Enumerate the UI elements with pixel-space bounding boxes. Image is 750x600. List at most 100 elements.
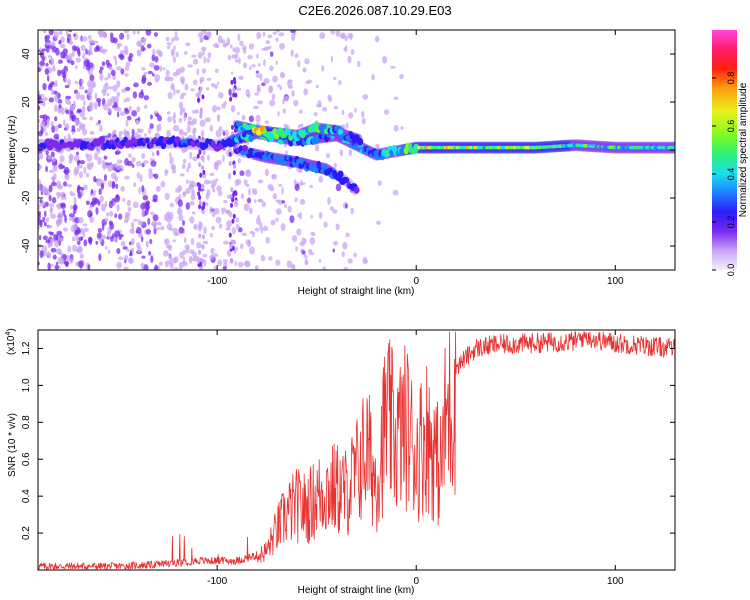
spectrogram-speckle	[57, 69, 62, 77]
spectrogram-speckle	[236, 87, 242, 91]
spectrogram-speckle	[140, 262, 145, 270]
spectrogram-speckle	[54, 239, 60, 248]
spectrogram-speckle	[112, 236, 118, 242]
spectrogram-speckle	[291, 33, 296, 41]
spectrogram-speckle	[323, 221, 328, 228]
spectrogram-speckle	[249, 230, 254, 235]
spectrogram-speckle	[181, 146, 186, 154]
spectrogram-speckle	[201, 183, 205, 189]
spectrogram-speckle	[198, 249, 202, 255]
spectrogram-speckle	[53, 173, 57, 179]
spectrogram-speckle	[112, 84, 118, 92]
spectrogram-speckle	[179, 66, 185, 73]
spectrogram-speckle	[294, 197, 298, 203]
spectrogram-speckle	[71, 236, 76, 242]
spectrogram-speckle	[218, 126, 223, 131]
spectrogram-speckle	[230, 44, 233, 49]
spectrogram-speckle	[39, 123, 45, 128]
spectrogram-speckle	[83, 100, 86, 106]
spectrogram-speckle	[128, 105, 132, 111]
spectrogram-speckle	[110, 36, 116, 43]
colorbar-tick-label: 0.6	[726, 120, 736, 133]
spectrogram-speckle	[42, 235, 48, 241]
spectrogram-speckle	[215, 216, 222, 224]
spectrogram-speckle	[275, 208, 282, 215]
spectrogram-speckle	[142, 37, 146, 46]
spectrogram-speckle	[156, 221, 162, 226]
spectrogram-speckle	[293, 178, 297, 186]
spectrogram-speckle	[192, 211, 196, 215]
spectrogram-speckle	[73, 33, 76, 37]
spectrogram-speckle	[104, 201, 108, 207]
spectrogram-speckle	[212, 105, 218, 113]
spectrogram-speckle	[377, 180, 382, 186]
spectrogram-speckle	[110, 96, 116, 103]
spectrogram-speckle	[168, 259, 173, 265]
spectrogram-speckle	[105, 59, 110, 66]
spectrogram-speckle	[261, 82, 266, 87]
spectrogram-speckle	[128, 153, 132, 159]
spectrogram-speckle	[254, 92, 260, 96]
spectrogram-speckle	[192, 134, 197, 140]
spectrogram-speckle	[168, 76, 174, 82]
spectrogram-speckle	[44, 201, 49, 207]
spectrogram-speckle	[62, 227, 68, 232]
spectrogram-speckle	[157, 123, 162, 132]
spectrogram-speckle	[191, 109, 198, 114]
spectrogram-speckle	[131, 164, 135, 168]
spectrogram-speckle	[79, 111, 86, 118]
spectrogram-speckle	[133, 82, 139, 88]
spectrogram-speckle	[192, 156, 198, 162]
spectrogram-speckle	[152, 194, 158, 201]
spectrogram-speckle	[99, 124, 103, 132]
ridge-blob	[288, 139, 294, 147]
spectrogram-speckle	[132, 218, 139, 222]
spectrogram-speckle	[132, 201, 139, 209]
spectrogram-speckle	[89, 216, 95, 223]
spectrogram-speckle	[65, 30, 69, 37]
spectrogram-speckle	[48, 30, 54, 36]
snr-y-label: SNR (10 * v/v)	[7, 413, 18, 477]
spectrogram-speckle	[166, 111, 171, 115]
spectrogram-speckle	[201, 258, 205, 264]
spectrogram-speckle	[169, 152, 172, 158]
spectrogram-speckle	[201, 165, 205, 171]
spectrogram-speckle	[47, 224, 53, 229]
spectrogram-speckle	[154, 264, 159, 270]
spectrogram-speckle	[55, 261, 59, 265]
spectrogram-speckle	[54, 264, 60, 270]
spectrogram-speckle	[141, 77, 146, 85]
spectrogram-speckle	[64, 260, 70, 267]
spectrogram-speckle	[110, 69, 116, 76]
spectrogram-speckle	[99, 66, 104, 71]
spectrogram-speckle	[178, 214, 184, 222]
spectrogram-speckle	[162, 67, 166, 71]
spectrogram-speckle	[234, 53, 239, 59]
spectrogram-speckle	[296, 228, 302, 236]
spectrogram-speckle	[210, 184, 215, 189]
spectrogram-speckle	[185, 179, 189, 184]
spectrogram-speckle	[87, 162, 93, 170]
spectrogram-speckle	[202, 150, 206, 156]
spectrogram-speckle	[62, 209, 66, 215]
ridge-blob	[357, 137, 364, 146]
ridge-blob	[57, 143, 63, 151]
spectrogram-speckle	[99, 195, 105, 203]
spectrogram-speckle	[247, 55, 253, 60]
spectrogram-speckle	[179, 94, 185, 100]
spectrogram-speckle	[43, 125, 47, 132]
spectrogram-speckle	[245, 169, 252, 178]
spectrogram-speckle	[168, 245, 172, 251]
y-tick-label: 1.2	[21, 341, 32, 355]
spectrogram-speckle	[71, 115, 75, 121]
spectrogram-speckle	[248, 187, 251, 196]
spectrogram-speckle	[57, 123, 62, 129]
spectrogram-speckle	[75, 65, 78, 70]
spectrogram-speckle	[188, 120, 195, 126]
spectrogram-speckle	[327, 197, 331, 205]
spectrogram-speckle	[46, 251, 52, 259]
spectrogram-speckle	[230, 104, 236, 113]
spectrogram-speckle	[47, 84, 53, 91]
colorbar-tick-label: 0.8	[726, 72, 736, 85]
